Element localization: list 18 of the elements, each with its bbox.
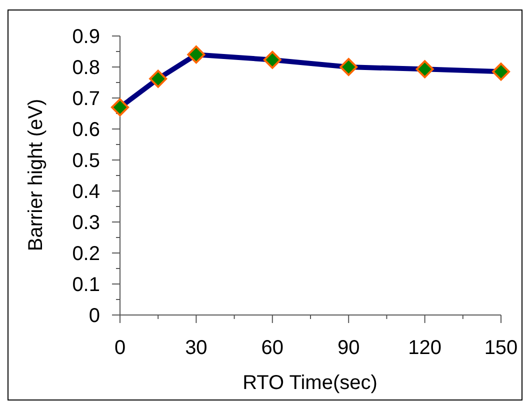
y-tick-label: 0.7 bbox=[72, 88, 100, 110]
y-tick-label: 0.6 bbox=[72, 119, 100, 141]
x-tick-label: 0 bbox=[114, 337, 126, 359]
x-tick-label: 120 bbox=[408, 337, 442, 359]
y-tick-label: 0.3 bbox=[72, 212, 100, 234]
x-tick-label: 90 bbox=[337, 337, 360, 359]
y-tick-label: 0.4 bbox=[72, 181, 100, 203]
y-tick-label: 0 bbox=[88, 305, 100, 327]
x-axis-title: RTO Time(sec) bbox=[242, 372, 378, 394]
x-tick-label: 150 bbox=[484, 337, 518, 359]
y-tick-label: 0.1 bbox=[72, 274, 100, 296]
x-tick-label: 30 bbox=[185, 337, 208, 359]
y-tick-label: 0.2 bbox=[72, 243, 100, 265]
x-tick-label: 60 bbox=[261, 337, 284, 359]
y-axis-title: Barrier hight (eV) bbox=[25, 98, 47, 252]
y-tick-label: 0.8 bbox=[72, 57, 100, 79]
y-tick-label: 0.5 bbox=[72, 150, 100, 172]
y-tick-label: 0.9 bbox=[72, 26, 100, 48]
